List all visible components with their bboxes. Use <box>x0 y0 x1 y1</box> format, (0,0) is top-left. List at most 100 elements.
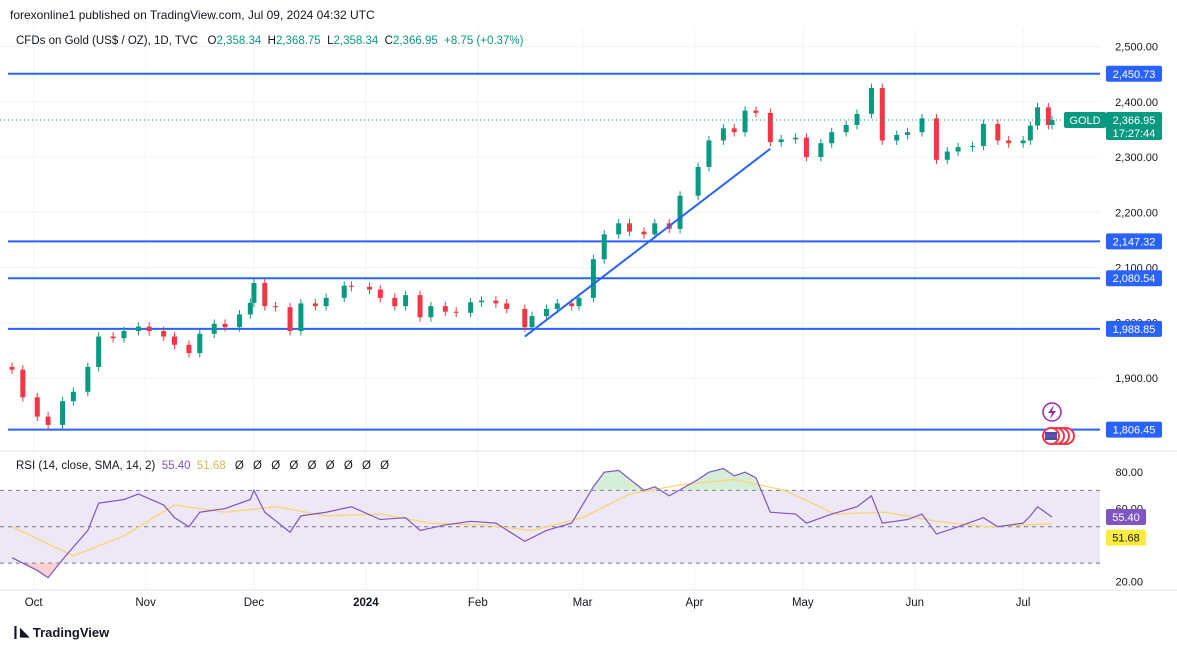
candle <box>493 296 499 308</box>
candle-body <box>616 223 622 235</box>
candle <box>262 278 268 311</box>
candle-body <box>980 123 986 146</box>
candle-body <box>576 297 582 307</box>
candle-body <box>879 87 885 141</box>
candle-body <box>442 306 448 312</box>
current-badge-bg <box>1106 112 1162 141</box>
candle <box>323 293 329 311</box>
candle-body <box>493 300 499 304</box>
candle <box>453 307 459 318</box>
candle <box>616 218 622 239</box>
candle <box>45 412 51 430</box>
candle <box>110 332 116 343</box>
candle <box>970 141 976 152</box>
change-value: +8.75 (+0.37%) <box>444 35 524 47</box>
candle <box>793 133 799 144</box>
candle-body <box>793 137 799 140</box>
candle <box>96 332 102 372</box>
candle <box>1020 136 1026 148</box>
candle-body <box>348 285 354 287</box>
candle <box>1045 102 1051 130</box>
economic-events-icon[interactable] <box>1042 427 1075 445</box>
candle-body <box>554 303 560 309</box>
level-price-badge: 2,450.73 <box>1106 65 1162 82</box>
candle <box>121 326 127 343</box>
candle-body <box>287 307 293 332</box>
ticker-badge-bg <box>1064 112 1106 129</box>
candle-body <box>273 306 279 308</box>
high-value: 2,368.75 <box>275 35 321 47</box>
time-tick-label: Dec <box>244 597 265 609</box>
level-price-badge: 2,080.54 <box>1106 270 1162 287</box>
tradingview-logo[interactable]: ❙◣ TradingView <box>10 624 110 640</box>
time-tick-label: May <box>792 597 814 609</box>
candle <box>905 127 911 140</box>
candle-body <box>753 110 759 113</box>
candle-body <box>298 303 304 332</box>
candle <box>767 108 773 147</box>
na-mark: Ø <box>289 460 299 472</box>
candle <box>919 113 925 137</box>
candle-body <box>172 336 177 345</box>
candle <box>677 191 683 234</box>
candle-body <box>1006 140 1012 144</box>
candle-body <box>96 336 102 367</box>
candle <box>197 329 203 358</box>
candle <box>995 119 1001 145</box>
high-label: H <box>267 35 276 47</box>
symbol-legend: CFDs on Gold (US$ / OZ), 1D, TVC O2,358.… <box>16 35 523 47</box>
trendline[interactable] <box>524 147 771 338</box>
candle <box>341 281 347 303</box>
candle <box>60 396 66 430</box>
na-mark: Ø <box>325 460 335 472</box>
rsi-pane <box>0 467 1100 579</box>
candle-body <box>341 285 347 298</box>
candle-body <box>894 134 900 141</box>
price-tick-label: 1,900.00 <box>1115 373 1158 385</box>
candle-body <box>652 223 658 235</box>
candle-body <box>367 286 372 290</box>
candle-body <box>742 110 748 133</box>
rsi-tick-label: 20.00 <box>1115 576 1143 588</box>
time-tick-label: Jul <box>1016 597 1031 609</box>
candle <box>543 304 549 321</box>
candle-body <box>543 308 549 317</box>
candle-body <box>944 151 950 160</box>
candle <box>298 298 304 336</box>
candle-body <box>522 308 528 328</box>
candle <box>478 296 484 307</box>
candle <box>442 301 448 317</box>
rsi-sma-badge <box>1106 529 1146 546</box>
candle-body <box>854 113 860 125</box>
candle <box>247 298 253 319</box>
candle-body <box>1045 107 1051 125</box>
candle <box>417 290 423 322</box>
candle-body <box>955 147 961 152</box>
candle-body <box>428 306 434 318</box>
candle <box>273 301 279 312</box>
rsi-legend-label: RSI (14, close, SMA, 14, 2) <box>16 460 156 472</box>
candle-body <box>590 259 596 298</box>
na-mark: Ø <box>271 460 281 472</box>
na-mark: Ø <box>380 460 390 472</box>
symbol-name: CFDs on Gold (US$ / OZ), 1D, TVC <box>16 35 198 47</box>
candle <box>955 142 961 156</box>
candle-body <box>262 282 268 307</box>
candle-body <box>529 316 535 328</box>
candle <box>706 136 712 172</box>
candle <box>803 133 809 162</box>
candle <box>590 254 596 303</box>
candle <box>172 332 177 350</box>
candle-body <box>995 123 1001 141</box>
lightning-icon[interactable] <box>1042 402 1062 422</box>
time-axis: Oct Nov Dec 2024 Feb Mar Apr May Jun Jul <box>25 597 1031 609</box>
candle-body <box>251 282 257 303</box>
candle-body <box>933 118 939 160</box>
candle-body <box>237 314 242 328</box>
level-price-badge: 2,147.32 <box>1106 233 1162 250</box>
candle <box>879 83 885 145</box>
candle <box>504 298 510 314</box>
candle <box>135 322 141 336</box>
candle-body <box>843 124 849 133</box>
